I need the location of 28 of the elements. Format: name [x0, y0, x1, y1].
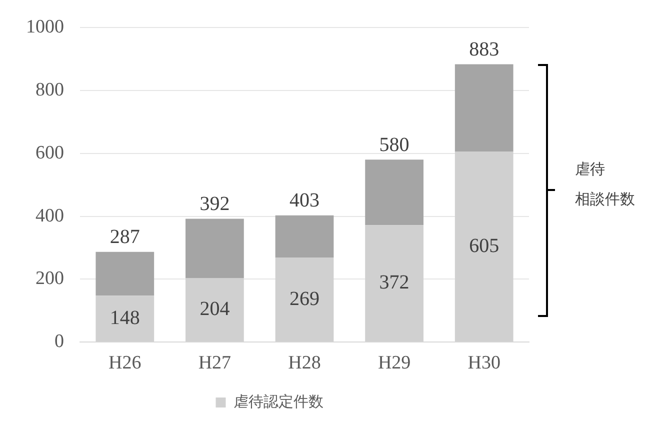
x-tick-label: H30	[468, 352, 500, 374]
text: 虐待相談件数	[575, 159, 635, 210]
y-tick-label: 600	[36, 142, 64, 164]
total-label: 403	[290, 190, 320, 212]
data-label: 148	[110, 306, 140, 329]
total-label: 287	[110, 226, 140, 248]
bar	[365, 160, 424, 226]
total-label: 580	[379, 134, 410, 156]
bar	[96, 252, 154, 296]
data-label: 605	[469, 234, 500, 257]
y-tick-label: 200	[36, 268, 64, 290]
bar	[186, 218, 244, 278]
data-label: 269	[290, 288, 320, 310]
x-tick-label: H28	[288, 352, 321, 374]
bar	[454, 64, 514, 152]
x-tick-label: H29	[378, 352, 411, 374]
data-label: 204	[200, 298, 230, 320]
bar	[275, 215, 334, 258]
total-label: 392	[200, 193, 230, 216]
y-tick-label: 0	[54, 331, 64, 352]
data-label: 372	[379, 272, 410, 294]
y-tick-label: 1000	[26, 16, 64, 38]
x-tick-label: H26	[108, 352, 142, 374]
y-tick-label: 800	[36, 79, 64, 100]
total-label: 883	[469, 38, 500, 60]
legend-label: 虐待認定件数	[233, 392, 324, 410]
y-tick-label: 400	[36, 205, 64, 226]
x-tick-label: H27	[198, 352, 232, 374]
